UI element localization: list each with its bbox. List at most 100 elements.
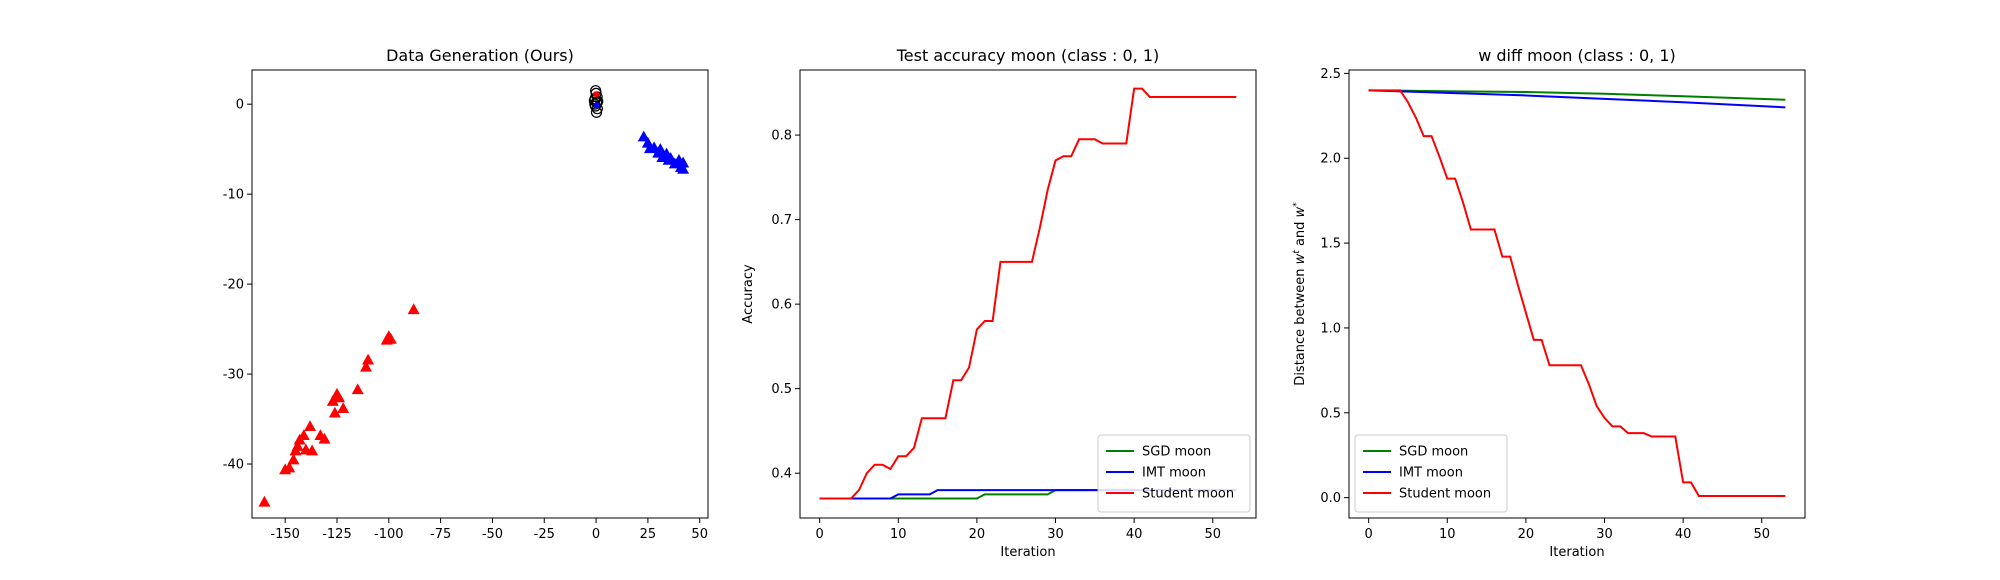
- data-point: [589, 98, 601, 110]
- plot-area: [1368, 89, 1786, 497]
- data-point: [654, 143, 667, 154]
- data-point: [360, 360, 372, 372]
- data-point: [637, 130, 650, 142]
- series-2: [1368, 89, 1786, 109]
- y-tick-label: 0.7: [771, 213, 792, 228]
- legend-item: SGD moon: [1106, 445, 1211, 460]
- data-point: [283, 461, 296, 473]
- axes-frame: [251, 69, 709, 519]
- y-tick-label: -20: [223, 278, 244, 293]
- legend-item: Student moon: [1106, 487, 1234, 502]
- axes-frame: [799, 69, 1257, 519]
- y-tick-label: 2.0: [1320, 152, 1341, 167]
- data-point: [677, 156, 690, 168]
- x-tick-label: 20: [969, 527, 986, 542]
- x-tick-label: 25: [640, 527, 657, 542]
- x-tick-label: 0: [816, 527, 824, 542]
- x-tick-label: 50: [1204, 527, 1221, 542]
- data-point: [407, 303, 420, 315]
- series-3: [1368, 89, 1786, 497]
- x-axis-label: Iteration: [1549, 545, 1604, 560]
- y-tick-label: -40: [223, 458, 244, 473]
- chart-title: Data Generation (Ours): [386, 46, 574, 65]
- legend-label: IMT moon: [1142, 466, 1206, 481]
- legend-label: IMT moon: [1399, 466, 1463, 481]
- data-point: [384, 332, 397, 344]
- x-tick-label: 50: [1753, 527, 1770, 542]
- legend-item: IMT moon: [1106, 466, 1206, 481]
- data-point: [677, 162, 690, 174]
- series-4: [593, 91, 600, 98]
- data-point: [351, 383, 364, 395]
- data-point: [304, 420, 317, 432]
- x-tick-label: -125: [322, 527, 352, 542]
- data-point: [333, 391, 346, 403]
- legend-label: SGD moon: [1399, 445, 1468, 460]
- axes-frame: [1348, 69, 1806, 519]
- x-tick-label: -100: [374, 527, 404, 542]
- x-tick-label: 40: [1675, 527, 1692, 542]
- legend-label: SGD moon: [1142, 445, 1211, 460]
- data-point: [328, 406, 341, 418]
- y-tick-label: 0.8: [771, 129, 792, 144]
- y-tick-label: 0.6: [771, 298, 792, 313]
- legend-item: IMT moon: [1363, 466, 1463, 481]
- chart-panel-2: Test accuracy moon (class : 0, 1) 0 10 20 30…: [741, 46, 1257, 560]
- data-point: [258, 495, 271, 507]
- chart-title: Test accuracy moon (class : 0, 1): [896, 46, 1160, 65]
- y-tick-label: -10: [223, 188, 244, 203]
- y-tick-label: 0.0: [1320, 491, 1341, 506]
- chart-title: w diff moon (class : 0, 1): [1478, 46, 1676, 65]
- series-3: [588, 85, 604, 118]
- series-line: [1368, 89, 1786, 497]
- x-tick-label: 0: [592, 527, 600, 542]
- legend-item: SGD moon: [1363, 445, 1468, 460]
- data-point: [287, 453, 300, 465]
- x-tick-label: -25: [534, 527, 555, 542]
- y-tick-label: 0: [236, 98, 244, 113]
- x-tick-label: 50: [691, 527, 708, 542]
- y-tick-label: 0.5: [771, 382, 792, 397]
- data-point: [337, 402, 350, 414]
- y-axis-label: Distance between wt and w*: [1292, 202, 1308, 386]
- x-tick-label: -75: [430, 527, 451, 542]
- y-tick-label: 2.5: [1320, 67, 1341, 82]
- data-point: [297, 429, 310, 441]
- x-tick-label: 10: [1439, 527, 1456, 542]
- y-tick-label: 1.5: [1320, 237, 1341, 252]
- series-5: [593, 102, 600, 109]
- data-point: [593, 91, 600, 98]
- series-line: [1368, 89, 1786, 101]
- y-axis-label: Accuracy: [741, 264, 756, 324]
- series-1: [258, 303, 420, 507]
- y-tick-label: -30: [223, 368, 244, 383]
- x-axis-label: Iteration: [1000, 545, 1055, 560]
- x-tick-label: 40: [1126, 527, 1143, 542]
- x-tick-label: 20: [1518, 527, 1535, 542]
- data-point: [326, 395, 339, 406]
- chart-panel-3: w diff moon (class : 0, 1) 0 10 20 30 40 50 0.0…: [1292, 46, 1806, 560]
- y-tick-label: 0.4: [771, 467, 792, 482]
- plot-area: [819, 87, 1237, 500]
- series-2: [637, 130, 690, 174]
- x-tick-label: -50: [482, 527, 503, 542]
- legend-label: Student moon: [1142, 487, 1234, 502]
- plot-area: [258, 85, 690, 507]
- data-point: [362, 353, 375, 365]
- x-tick-label: 30: [1047, 527, 1064, 542]
- x-tick-label: 10: [890, 527, 907, 542]
- chart-panel-1: Data Generation (Ours)-150 -125 -100 -75 -50…: [223, 46, 709, 542]
- y-tick-label: 0.5: [1320, 406, 1341, 421]
- x-tick-label: 0: [1365, 527, 1373, 542]
- legend: SGD moon IMT moon Student moon: [1354, 434, 1508, 513]
- series-line: [819, 87, 1237, 500]
- series-line: [1368, 89, 1786, 109]
- data-point: [318, 432, 331, 444]
- data-point: [593, 102, 600, 109]
- legend-box: [1354, 434, 1508, 513]
- legend-item: Student moon: [1363, 487, 1491, 502]
- y-tick-label: 1.0: [1320, 321, 1341, 336]
- legend-box: [1097, 434, 1251, 513]
- data-point: [306, 444, 319, 456]
